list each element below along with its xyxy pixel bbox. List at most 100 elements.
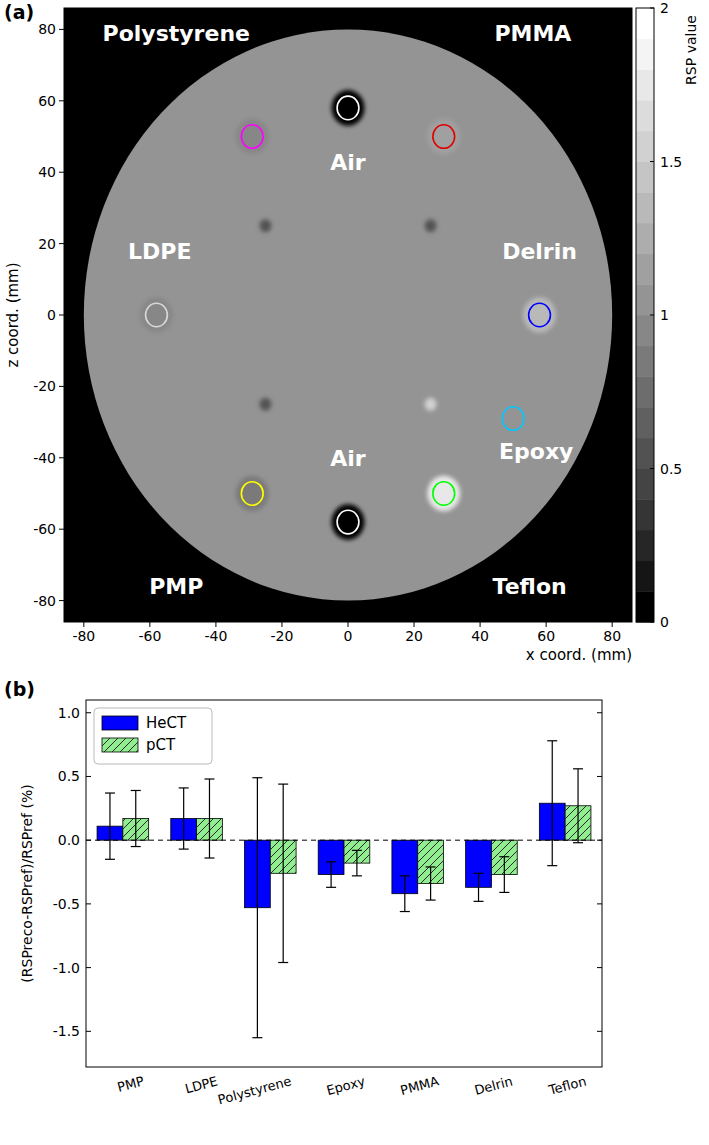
colorbar-step (636, 254, 654, 285)
y-tick-label: -80 (33, 593, 56, 609)
insert (140, 297, 173, 333)
y-tick (597, 776, 602, 777)
y-tick-label: -1.5 (53, 1023, 80, 1039)
insert (331, 90, 364, 126)
y-tick (86, 840, 91, 841)
colorbar-step (636, 8, 654, 39)
error-line (478, 873, 479, 901)
error-bar (105, 793, 115, 859)
error-cap (474, 873, 484, 874)
colorbar-step (636, 162, 654, 193)
error-line (552, 741, 553, 866)
y-tick-label: -60 (33, 521, 56, 537)
error-cap (252, 777, 262, 778)
error-line (283, 784, 284, 962)
error-line (430, 867, 431, 900)
y-tick (597, 903, 602, 904)
error-cap (105, 859, 115, 860)
legend-frame (94, 708, 212, 764)
colorbar-step (636, 499, 654, 530)
insert-label: LDPE (128, 239, 191, 264)
roi (337, 96, 359, 120)
insert-label: PMP (149, 574, 203, 599)
colorbar-tick-label: 0 (660, 614, 669, 630)
y-tick-label: 0 (47, 307, 56, 323)
y-tick-label: 0.0 (58, 832, 80, 848)
x-tick-label: 60 (537, 628, 555, 644)
error-cap (573, 842, 583, 843)
y-tick (597, 840, 602, 841)
error-bar (426, 867, 436, 900)
y-tick-label: 60 (38, 93, 56, 109)
y-tick (59, 457, 64, 458)
insert-label: PMMA (494, 21, 571, 46)
y-tick (86, 903, 91, 904)
colorbar-tick (650, 161, 654, 162)
error-cap (474, 901, 484, 902)
y-tick-label: 0.5 (58, 768, 80, 784)
error-cap (204, 778, 214, 779)
legend-swatch (102, 716, 138, 730)
y-tick (59, 243, 64, 244)
x-tick-label: -60 (138, 628, 161, 644)
error-line (135, 790, 136, 846)
error-cap (547, 740, 557, 741)
x-tick (414, 622, 415, 627)
error-line (356, 850, 357, 875)
x-tick (546, 622, 547, 627)
error-line (331, 862, 332, 887)
fiducial (425, 219, 437, 232)
error-cap (547, 865, 557, 866)
error-cap (204, 857, 214, 858)
y-tick (59, 386, 64, 387)
colorbar-tick (650, 468, 654, 469)
colorbar-step (636, 39, 654, 70)
x-tick (215, 622, 216, 627)
y-tick (59, 529, 64, 530)
insert-label: Air (330, 446, 366, 471)
error-cap (326, 887, 336, 888)
insert (523, 297, 556, 333)
image-background (64, 8, 632, 622)
error-line (257, 778, 258, 1038)
y-tick-label: 40 (38, 164, 56, 180)
error-line (183, 788, 184, 849)
y-axis-label: (RSPreco-RSPref)/RSPref (%) (19, 784, 35, 982)
insert-label: Polystyrene (103, 21, 250, 46)
x-tick-label: -20 (271, 628, 294, 644)
y-tick (59, 172, 64, 173)
x-tick-label: LDPE (183, 1073, 219, 1096)
x-tick-label: PMMA (399, 1073, 441, 1098)
panel-title: (a) (4, 1, 34, 23)
roi (529, 303, 551, 327)
roi (146, 303, 168, 327)
insert (331, 504, 364, 540)
error-bar (547, 741, 557, 866)
colorbar-tick-label: 2 (660, 0, 669, 16)
colorbar-frame (636, 8, 654, 622)
x-tick-label: Delrin (473, 1073, 514, 1098)
y-tick (59, 315, 64, 316)
colorbar-tick-label: 1.5 (660, 154, 682, 170)
y-tick (86, 712, 91, 713)
insert-label: Delrin (502, 239, 577, 264)
insert-label: Epoxy (499, 439, 573, 464)
insert (236, 476, 269, 512)
error-bar (326, 862, 336, 887)
y-tick-label: 80 (38, 21, 56, 37)
y-tick (597, 712, 602, 713)
error-cap (179, 848, 189, 849)
colorbar-step (636, 284, 654, 315)
error-cap (131, 790, 141, 791)
x-tick-label: 40 (471, 628, 489, 644)
error-line (504, 857, 505, 893)
roi (433, 482, 455, 506)
legend-label: pCT (146, 736, 176, 754)
colorbar-step (636, 223, 654, 254)
x-tick-label: -40 (204, 628, 227, 644)
error-bar (204, 779, 214, 858)
colorbar-tick (650, 622, 654, 623)
error-bar (400, 876, 410, 912)
y-tick (597, 967, 602, 968)
colorbar-step (636, 192, 654, 223)
